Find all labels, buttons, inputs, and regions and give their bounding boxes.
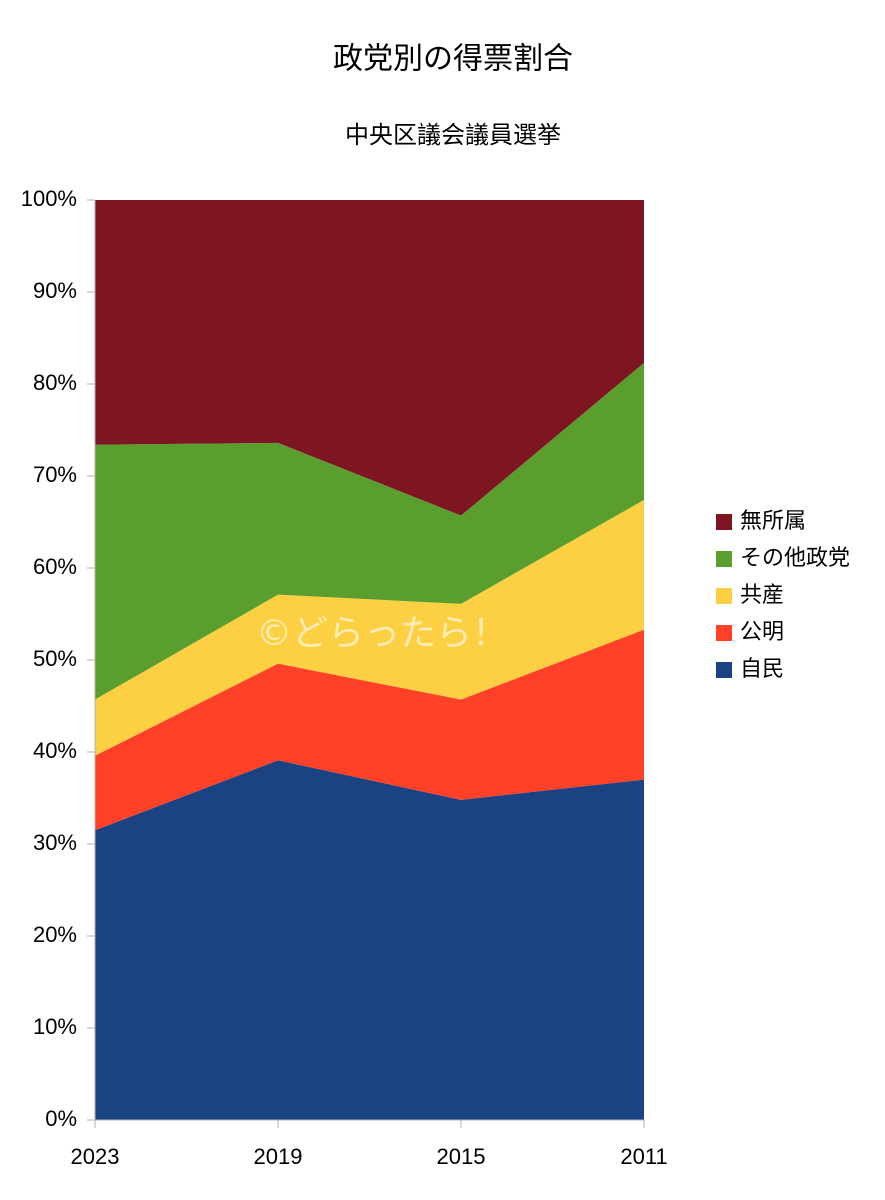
area: [95, 362, 644, 700]
area: [95, 200, 644, 516]
chart-title: 政党別の得票割合: [333, 42, 573, 77]
y-tick-label: 70%: [33, 462, 77, 487]
legend-label: その他政党: [740, 546, 850, 571]
y-tick-label: 0%: [45, 1106, 77, 1131]
x-tick-label: 2015: [437, 1144, 486, 1169]
legend-swatch: [716, 588, 732, 604]
legend-label: 自民: [740, 657, 784, 682]
y-tick-label: 90%: [33, 278, 77, 303]
x-tick-label: 2011: [620, 1144, 667, 1169]
y-tick-label: 30%: [33, 830, 77, 855]
legend-label: 共産: [740, 583, 784, 608]
y-tick-label: 60%: [33, 554, 77, 579]
area: [95, 629, 644, 831]
y-tick-label: 20%: [33, 922, 77, 947]
y-tick-label: 80%: [33, 370, 77, 395]
area: [95, 499, 644, 756]
watermark: ©どらったら！: [256, 613, 508, 654]
legend-label: 無所属: [740, 509, 806, 534]
legend-swatch: [716, 514, 732, 530]
chart-subtitle: 中央区議会議員選挙: [345, 121, 561, 149]
x-tick-label: 2019: [254, 1144, 303, 1169]
y-tick-label: 50%: [33, 646, 77, 671]
y-tick-label: 100%: [21, 186, 77, 211]
x-tick-label: 2023: [71, 1144, 120, 1169]
legend-swatch: [716, 625, 732, 641]
y-tick-label: 10%: [33, 1014, 77, 1039]
y-tick-label: 40%: [33, 738, 77, 763]
area: [95, 760, 644, 1120]
legend-swatch: [716, 662, 732, 678]
legend-label: 公明: [740, 620, 784, 645]
legend-swatch: [716, 551, 732, 567]
